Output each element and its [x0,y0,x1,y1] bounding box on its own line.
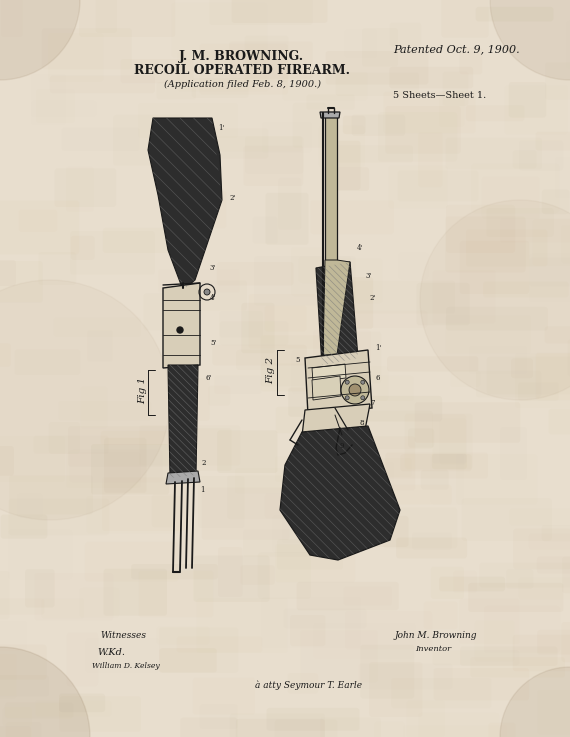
Text: Inventor: Inventor [415,645,451,653]
Circle shape [345,380,349,384]
Circle shape [204,289,210,295]
Polygon shape [163,283,200,368]
Polygon shape [312,376,341,400]
Text: 3': 3' [210,264,216,272]
Polygon shape [302,404,370,436]
Text: à atty Seymour T. Earle: à atty Seymour T. Earle [255,680,362,690]
Polygon shape [280,426,400,560]
Circle shape [0,0,80,80]
Text: 4': 4' [210,294,217,302]
Polygon shape [316,262,358,365]
Text: 6': 6' [205,374,211,382]
Text: Fig 1: Fig 1 [139,377,148,404]
Circle shape [177,327,183,333]
Text: 5': 5' [210,339,217,347]
Text: 3': 3' [365,272,371,280]
Polygon shape [148,118,222,290]
Circle shape [0,280,170,520]
Text: Patented Oct. 9, 1900.: Patented Oct. 9, 1900. [393,44,520,54]
Text: W.Kd.: W.Kd. [97,648,125,657]
Circle shape [0,647,90,737]
Polygon shape [305,350,372,415]
Text: J. M. BROWNING.: J. M. BROWNING. [180,50,304,63]
Text: 6: 6 [375,374,380,382]
Text: 2': 2' [230,194,237,202]
Text: 5: 5 [295,356,299,364]
Text: RECOIL OPERATED FIREARM.: RECOIL OPERATED FIREARM. [134,64,350,77]
Text: 1: 1 [200,486,205,494]
Circle shape [349,384,361,396]
Circle shape [420,200,570,400]
Text: 1': 1' [375,344,381,352]
Text: 8: 8 [360,419,364,427]
Text: 4': 4' [357,244,364,252]
Polygon shape [312,364,346,382]
Text: Witnesses: Witnesses [100,631,146,640]
Text: William D. Kelsey: William D. Kelsey [92,662,160,670]
Text: 9: 9 [340,442,344,450]
Text: 1': 1' [218,124,225,132]
Text: 7: 7 [370,399,374,407]
Circle shape [490,0,570,80]
Text: Fig 2: Fig 2 [267,357,275,383]
Circle shape [345,396,349,399]
Text: 2: 2 [202,459,206,467]
Circle shape [361,396,365,399]
Polygon shape [323,260,350,355]
Circle shape [500,667,570,737]
Circle shape [341,376,369,404]
Text: 5 Sheets—Sheet 1.: 5 Sheets—Sheet 1. [393,91,486,100]
Polygon shape [166,471,200,484]
Polygon shape [320,112,340,118]
Text: John M. Browning: John M. Browning [395,631,478,640]
Polygon shape [168,365,198,478]
Circle shape [361,380,365,384]
Text: 2': 2' [370,294,376,302]
Polygon shape [325,112,337,355]
Text: (Application filed Feb. 8, 1900.): (Application filed Feb. 8, 1900.) [164,80,320,89]
